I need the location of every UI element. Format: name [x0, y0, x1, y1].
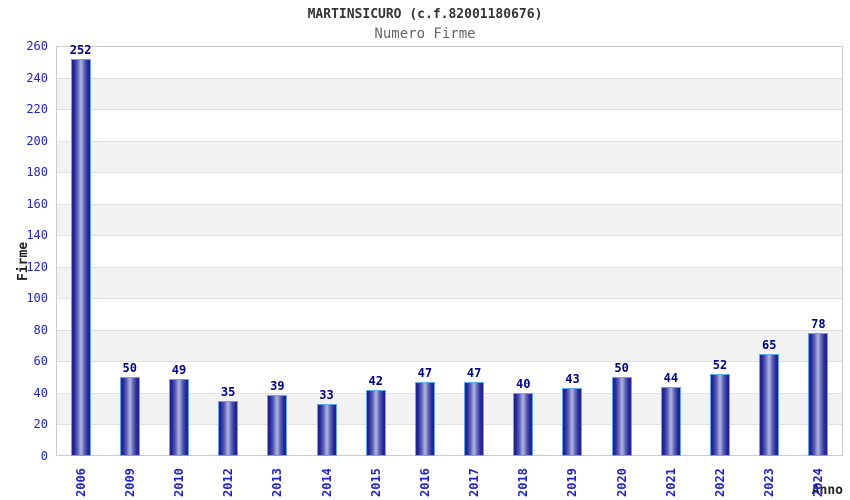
- x-tick-label: 2019: [565, 468, 580, 497]
- grid-band: [57, 329, 842, 362]
- y-tick-label: 20: [33, 417, 48, 432]
- x-tick-label: 2024: [811, 468, 826, 497]
- bar-2014: [316, 403, 337, 456]
- bar-2016: [414, 381, 435, 456]
- gridline: [57, 141, 842, 142]
- x-tick-label: 2013: [270, 468, 285, 497]
- bar-2012: [218, 400, 239, 456]
- bar-value-label: 49: [171, 362, 187, 377]
- bar-2010: [168, 378, 189, 456]
- gridline: [57, 235, 842, 236]
- bar-value-label: 39: [270, 378, 285, 393]
- y-tick-label: 0: [40, 449, 48, 463]
- y-tick-label: 160: [26, 196, 48, 211]
- gridline: [57, 78, 842, 79]
- gridline: [57, 298, 842, 299]
- y-tick-label: 240: [26, 70, 48, 85]
- x-tick-label: 2009: [122, 468, 137, 497]
- bar-value-label: 40: [516, 376, 531, 391]
- y-tick-label: 220: [26, 102, 48, 117]
- x-tick-label: 2018: [516, 468, 531, 497]
- bar-2021: [660, 386, 681, 456]
- bar-value-label: 47: [417, 365, 433, 380]
- bar-2023: [759, 353, 780, 456]
- bar-value-label: 42: [368, 373, 383, 388]
- bar-2006: [70, 58, 91, 456]
- gridline: [57, 109, 842, 110]
- y-tick-label: 40: [33, 385, 48, 400]
- grid-band: [57, 140, 842, 173]
- bar-value-label: 44: [663, 370, 679, 385]
- x-axis-title: Anno: [811, 483, 843, 498]
- bar-2019: [562, 388, 583, 456]
- bar-value-label: 50: [122, 361, 137, 376]
- y-tick-label: 260: [26, 39, 48, 53]
- bar-value-label: 65: [761, 337, 777, 352]
- bar-value-label: 35: [220, 384, 236, 399]
- grid-band: [57, 77, 842, 110]
- gridline: [57, 172, 842, 173]
- chart-title: MARTINSICURO (c.f.82001180676): [307, 7, 543, 22]
- x-tick-label: 2012: [221, 468, 236, 497]
- bar-value-label: 52: [712, 358, 728, 372]
- bar-2013: [267, 394, 288, 456]
- x-tick-label: 2006: [73, 468, 88, 497]
- x-tick-label: 2017: [467, 468, 482, 497]
- x-tick-label: 2014: [319, 468, 334, 497]
- x-tick-label: 2022: [713, 468, 728, 497]
- y-tick-label: 140: [26, 228, 48, 243]
- gridline: [57, 204, 842, 205]
- x-tick-label: 2020: [614, 468, 629, 497]
- y-tick-label: 120: [26, 259, 48, 274]
- y-tick-label: 100: [26, 291, 48, 306]
- bar-value-label: 78: [811, 317, 826, 331]
- bar-2015: [365, 389, 386, 456]
- grid-band: [57, 203, 842, 236]
- bar-value-label: 252: [69, 42, 92, 57]
- bar-value-label: 47: [466, 365, 482, 380]
- gridline: [57, 330, 842, 331]
- bar-2022: [710, 374, 731, 456]
- chart-subtitle: Numero Firme: [374, 26, 476, 42]
- bar-2024: [808, 333, 829, 456]
- x-tick-label: 2010: [171, 468, 186, 497]
- bar-value-label: 43: [565, 372, 580, 387]
- grid-band: [57, 266, 842, 299]
- gridline: [57, 361, 842, 362]
- bar-value-label: 50: [614, 361, 629, 376]
- gridline: [57, 267, 842, 268]
- x-tick-label: 2016: [417, 468, 432, 497]
- y-tick-label: 200: [26, 133, 48, 148]
- x-tick-label: 2021: [663, 468, 678, 497]
- y-tick-label: 80: [33, 322, 48, 337]
- bar-value-label: 33: [319, 387, 334, 402]
- bar-2009: [119, 377, 140, 456]
- bar-2020: [611, 377, 632, 456]
- x-tick-label: 2023: [762, 468, 777, 497]
- bar-2018: [513, 392, 534, 456]
- gridline: [57, 393, 842, 394]
- bar-2017: [464, 381, 485, 456]
- y-tick-label: 60: [33, 354, 48, 369]
- gridline: [57, 424, 842, 425]
- y-tick-label: 180: [26, 165, 48, 180]
- x-tick-label: 2015: [368, 468, 383, 497]
